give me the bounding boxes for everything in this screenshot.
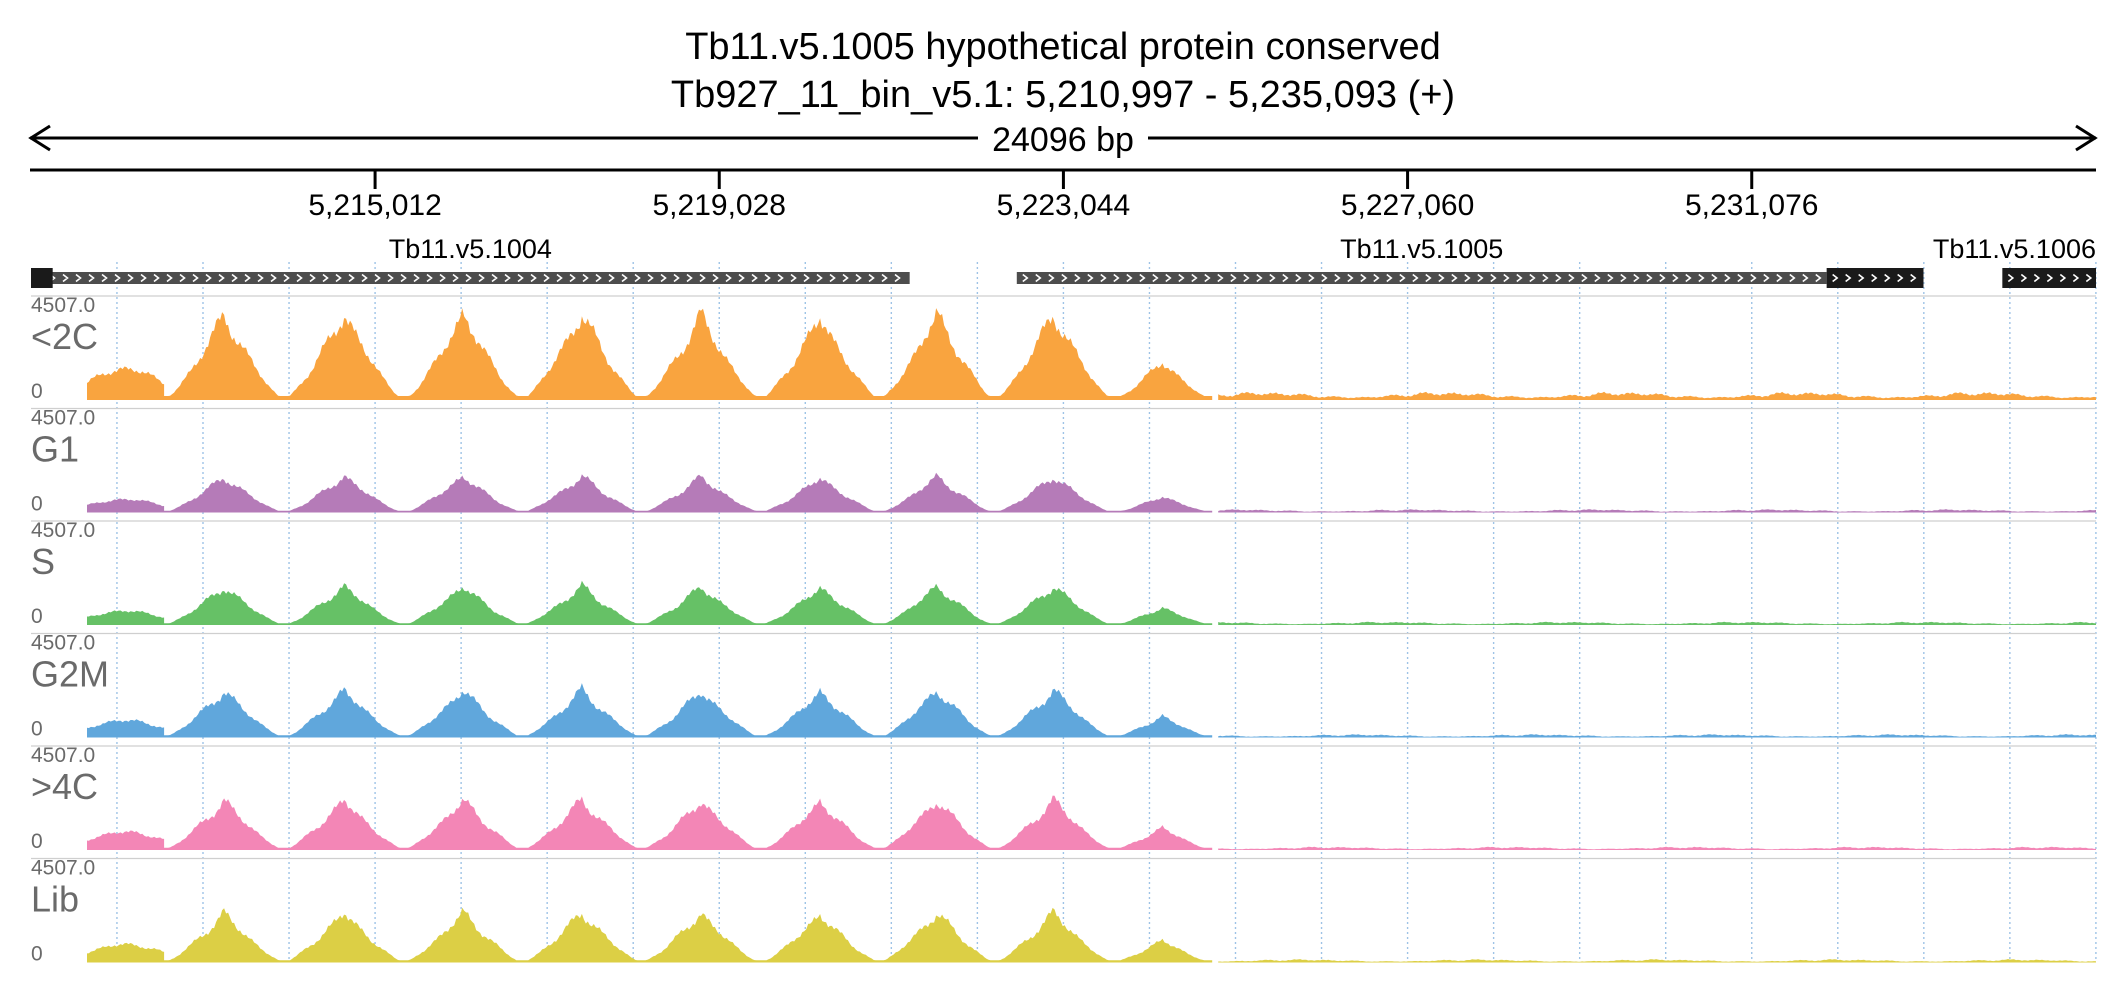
gene-label: Tb11.v5.1004 [389, 234, 552, 264]
span-arrow-right-icon [2075, 124, 2098, 152]
track-ymax-label: 4507.0 [31, 632, 95, 655]
track-name-label: Lib [31, 879, 79, 920]
track-ymin-label: 0 [31, 605, 43, 628]
gene-feature [2002, 268, 2096, 288]
coverage-area [87, 308, 2096, 400]
coverage-area [87, 472, 2096, 513]
gridlines [116, 262, 2097, 962]
coverage-area [87, 907, 2096, 963]
track-ymin-label: 0 [31, 380, 43, 403]
gene-feature [1016, 272, 1827, 284]
axis-tick-label: 5,231,076 [1685, 189, 1818, 222]
track-ymin-label: 0 [31, 493, 43, 516]
coverage-area [87, 683, 2096, 738]
gene-start-marker [31, 268, 53, 288]
axis-tick-label: 5,219,028 [653, 189, 786, 222]
coverage-track: 4507.0>4C 0 [31, 744, 2096, 853]
axis-ticks: 5,215,012 5,219,028 5,223,044 5,227,060 5,23… [308, 170, 1818, 222]
track-ymax-label: 4507.0 [31, 744, 95, 767]
coverage-area [87, 795, 2096, 850]
span-length-label: 24096 bp [992, 121, 1134, 159]
span-arrow-left-icon [28, 124, 51, 152]
axis-tick-label: 5,223,044 [997, 189, 1130, 222]
track-ymax-label: 4507.0 [31, 294, 95, 317]
locus-coordinates: Tb927_11_bin_v5.1: 5,210,997 - 5,235,093… [671, 74, 1455, 116]
track-name-label: >4C [31, 766, 98, 807]
coverage-track: 4507.0S 0 [31, 519, 2096, 628]
gene-label: Tb11.v5.1005 [1340, 234, 1503, 264]
track-name-label: G2M [31, 654, 109, 695]
span-ruler: 24096 bp [28, 121, 2098, 159]
coverage-track: 4507.0<2C 0 [31, 294, 2096, 403]
gene-strand-arrows-dark [2007, 273, 2093, 283]
track-ymin-label: 0 [31, 943, 43, 966]
track-ymin-label: 0 [31, 718, 43, 741]
gene-track: Tb11.v5.1004 Tb11.v5.1005 Tb11.v5.1006 [31, 234, 2096, 288]
coverage-tracks: 4507.0<2C04507.0G104507.0S04507.0G2M0450… [31, 294, 2096, 966]
gene-label: Tb11.v5.1006 [1933, 234, 2096, 264]
gene-strand-arrows [1022, 273, 1822, 283]
locus-title: Tb11.v5.1005 hypothetical protein conser… [685, 26, 1441, 68]
axis-tick-label: 5,227,060 [1341, 189, 1474, 222]
coordinate-axis: 5,215,012 5,219,028 5,223,044 5,227,060 5,23… [30, 168, 2096, 222]
gene-strand-arrows-dark [1832, 273, 1917, 283]
track-ymax-label: 4507.0 [31, 407, 95, 430]
track-name-label: G1 [31, 429, 79, 470]
track-name-label: S [31, 541, 55, 582]
coverage-track: 4507.0G1 0 [31, 407, 2096, 516]
track-ymax-label: 4507.0 [31, 857, 95, 880]
track-ymin-label: 0 [31, 830, 43, 853]
track-ymax-label: 4507.0 [31, 519, 95, 542]
coverage-area [87, 580, 2096, 625]
axis-tick-label: 5,215,012 [308, 189, 441, 222]
track-name-label: <2C [31, 316, 98, 357]
